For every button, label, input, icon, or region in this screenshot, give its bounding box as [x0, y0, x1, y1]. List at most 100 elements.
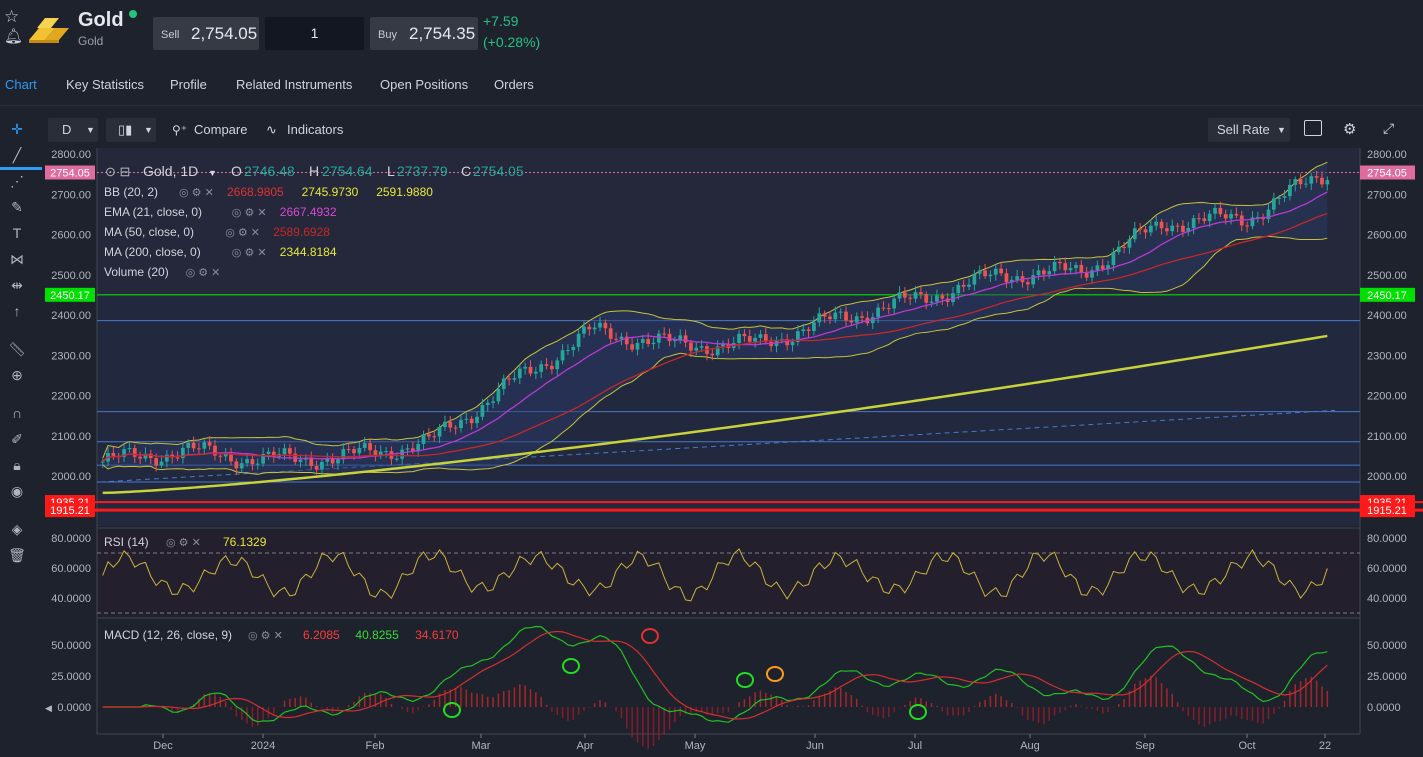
macd-tick-label: 25.0000: [1367, 671, 1407, 683]
star-icon[interactable]: ☆: [4, 7, 20, 26]
candle-body: [566, 350, 570, 352]
tab-profile[interactable]: Profile: [170, 77, 207, 92]
candle-body: [197, 448, 201, 450]
buy-label: Buy: [378, 29, 397, 41]
ma-50-line: [102, 212, 1328, 463]
indicators-button[interactable]: Indicators: [287, 122, 344, 137]
hand-drawn-circle: [562, 658, 580, 674]
compare-icon[interactable]: ⚲⁺: [172, 123, 188, 137]
candle-body: [432, 436, 437, 438]
chevron-down-icon[interactable]: ▼: [208, 168, 217, 178]
candle-body: [1116, 246, 1121, 253]
indicator-name: Volume (20): [104, 265, 169, 279]
crosshair-icon[interactable]: ✛: [11, 121, 23, 137]
rsi-tick-label: 40.0000: [51, 593, 91, 605]
candle-body: [844, 311, 848, 321]
compare-button[interactable]: Compare: [194, 122, 248, 137]
candle-body: [886, 308, 891, 310]
candle-body: [1063, 263, 1068, 271]
candle-body: [1074, 264, 1078, 269]
pattern-tool-icon[interactable]: ⋈: [10, 251, 24, 267]
brush-icon[interactable]: ✎: [11, 199, 23, 215]
time-axis: Dec 2024 Feb Mar Apr May Jun Jul Aug Sep Oct 22: [153, 734, 1331, 752]
prediction-tool-icon[interactable]: ⇹: [11, 277, 23, 293]
candle-body: [544, 364, 549, 366]
candle-body: [721, 343, 725, 347]
chart-type-select[interactable]: ▯▮ ▼: [106, 118, 156, 142]
candle-body: [533, 371, 538, 374]
macd-signal-line: [102, 630, 1328, 720]
fullscreen-icon[interactable]: ⤢: [1383, 120, 1395, 136]
candle-body: [394, 458, 399, 460]
candle-body: [576, 333, 581, 347]
candle-body: [427, 434, 431, 437]
rate-select[interactable]: Sell Rate ▼: [1208, 118, 1290, 142]
layers-icon[interactable]: ◈: [11, 521, 23, 537]
arrow-up-icon[interactable]: ↑: [13, 303, 21, 319]
candle-body: [796, 331, 800, 342]
chart-legend: ⊙ ⊟ Gold, 1D ▼ O 2746.48 H 2754.64 L 273…: [105, 163, 524, 179]
text-tool-icon[interactable]: T: [12, 225, 22, 241]
candle-body: [972, 273, 977, 285]
tab-key-statistics[interactable]: Key Statistics: [66, 77, 145, 92]
indicators-icon[interactable]: ∿: [266, 122, 277, 137]
lock-drawing-icon[interactable]: ✐: [11, 431, 23, 447]
legend-open: 2746.48: [244, 163, 295, 179]
price-tick-label: 2400.00: [51, 310, 91, 322]
scroll-left-icon[interactable]: ◀: [45, 703, 52, 713]
interval-value: D: [62, 122, 72, 137]
indicator-name: MA (50, close, 0): [104, 225, 194, 239]
candle-body: [250, 459, 255, 465]
candle-body: [400, 449, 405, 459]
candle-body: [523, 366, 528, 369]
candle-body: [1042, 270, 1046, 275]
eye-icon[interactable]: ◉: [10, 483, 24, 499]
rate-value: Sell Rate: [1217, 122, 1270, 137]
indicator-name: BB (20, 2): [104, 185, 158, 199]
candle-body: [956, 284, 961, 294]
time-tick-label: Feb: [366, 740, 385, 752]
buy-button[interactable]: Buy 2,754.35: [370, 17, 478, 50]
tab-open-positions[interactable]: Open Positions: [380, 77, 469, 92]
candle-body: [614, 338, 618, 340]
trend-line-icon[interactable]: ╱: [12, 147, 22, 163]
price-tag-label: 2754.05: [1367, 167, 1407, 179]
trash-icon[interactable]: 🗑︎: [8, 547, 26, 563]
tab-bar: Chart Key Statistics Profile Related Ins…: [0, 64, 1423, 170]
interval-select[interactable]: D ▼: [48, 118, 98, 142]
fib-tool-icon[interactable]: ⋰: [10, 173, 24, 189]
chart-area[interactable]: 2800.00 2700.00 2600.00 2500.00 2400.00 2300.…: [45, 148, 1423, 752]
candle-body: [234, 461, 239, 469]
ema-21-line: [102, 191, 1328, 463]
lock-icon[interactable]: 🔒︎: [13, 457, 21, 473]
sell-button[interactable]: Sell 2,754.05: [153, 17, 259, 50]
price-tag-label: 2450.17: [1367, 290, 1407, 302]
candle-body: [555, 360, 560, 370]
candle-body: [437, 427, 442, 437]
candle-body: [870, 317, 875, 324]
macd-tick-label: 50.0000: [51, 640, 91, 652]
candle-body: [592, 327, 597, 330]
time-tick-label: May: [685, 740, 706, 752]
price-chart[interactable]: 2800.00 2700.00 2600.00 2500.00 2400.00 2300.…: [45, 148, 1423, 752]
tab-chart[interactable]: Chart: [5, 77, 37, 92]
candle-body: [159, 461, 164, 466]
tab-related-instruments[interactable]: Related Instruments: [236, 77, 353, 92]
settings-icon[interactable]: ⚙: [1343, 121, 1357, 138]
hand-drawn-circle: [909, 704, 927, 720]
magnet-icon[interactable]: ∩: [11, 405, 23, 421]
screenshot-icon[interactable]: [1304, 120, 1322, 136]
zoom-icon[interactable]: ⊕: [11, 367, 23, 383]
ruler-icon[interactable]: 📏︎: [8, 341, 26, 357]
candle-body: [742, 333, 747, 337]
candle-body: [833, 312, 838, 320]
legend-close: 2754.05: [473, 163, 524, 179]
collapse-legend-icon[interactable]: ⊙ ⊟: [105, 164, 130, 179]
alert-icon[interactable]: 🔔︎: [4, 28, 24, 45]
candle-body: [710, 353, 715, 356]
candle-body: [1159, 221, 1164, 229]
quantity-input[interactable]: 1: [265, 17, 364, 50]
tab-orders[interactable]: Orders: [494, 77, 534, 92]
price-tick-label: 2600.00: [51, 230, 91, 242]
